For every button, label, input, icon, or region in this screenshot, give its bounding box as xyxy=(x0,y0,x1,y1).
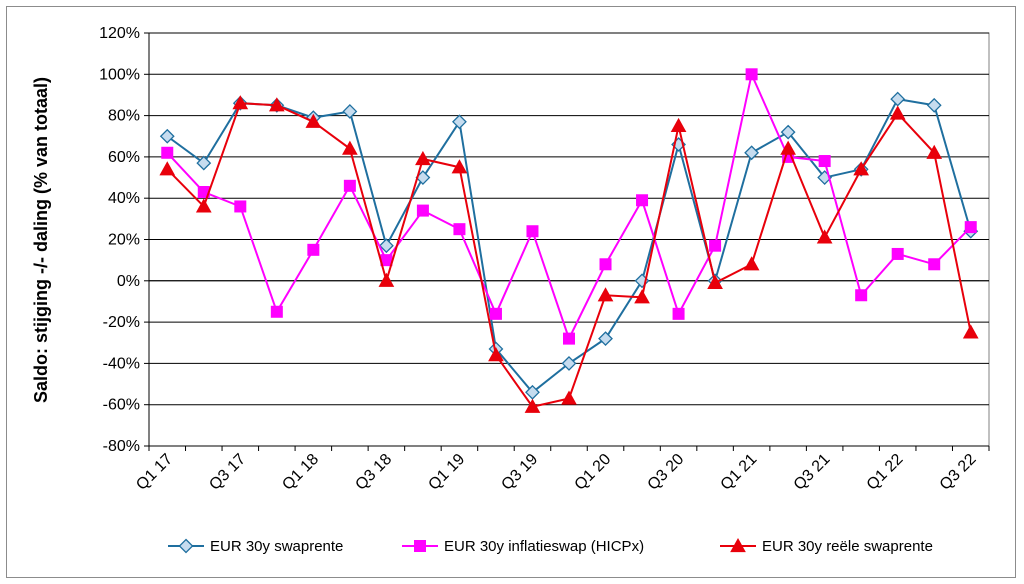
series-1 xyxy=(159,91,979,400)
data-point xyxy=(745,68,758,81)
data-point xyxy=(672,307,685,320)
data-point xyxy=(378,238,394,254)
data-point xyxy=(926,97,942,113)
data-point xyxy=(270,305,283,318)
x-tick-label: Q1 20 xyxy=(572,451,615,494)
y-tick-label: 40% xyxy=(108,190,140,207)
data-point xyxy=(926,144,943,159)
y-tick-label: 100% xyxy=(99,66,140,83)
data-point xyxy=(598,331,613,347)
data-point xyxy=(707,274,723,289)
data-point xyxy=(818,155,831,168)
y-tick-label: -80% xyxy=(103,438,140,455)
data-point xyxy=(159,161,176,176)
legend: EUR 30y swaprente EUR 30y inflatieswap (H… xyxy=(168,537,933,555)
legend-item-1: EUR 30y swaprente xyxy=(168,538,343,555)
legend-label: EUR 30y inflatieswap (HICPx) xyxy=(444,538,644,555)
data-point xyxy=(195,198,212,213)
series-line xyxy=(166,71,972,342)
data-point xyxy=(890,91,906,107)
y-tick-label: 20% xyxy=(108,232,140,249)
series-3 xyxy=(159,95,979,413)
y-tick-label: -60% xyxy=(103,397,140,414)
x-tick-label: Q1 21 xyxy=(718,451,761,494)
legend-label: EUR 30y reële swaprente xyxy=(762,538,933,555)
series-line xyxy=(166,97,972,394)
x-tick-label: Q1 17 xyxy=(133,451,176,494)
data-point xyxy=(889,105,906,120)
data-point xyxy=(268,97,285,112)
data-point xyxy=(378,272,395,287)
data-point xyxy=(416,204,429,217)
series-2 xyxy=(161,68,977,345)
data-point xyxy=(962,324,979,339)
legend-item-2: EUR 30y inflatieswap (HICPx) xyxy=(402,538,644,555)
legend-label: EUR 30y swaprente xyxy=(210,538,343,555)
data-point xyxy=(599,258,612,271)
data-point xyxy=(561,390,577,405)
y-tick-label: -20% xyxy=(103,314,140,331)
data-point xyxy=(563,332,575,345)
y-tick-label: 80% xyxy=(108,108,140,125)
data-point xyxy=(232,95,249,110)
x-tick-label: Q3 22 xyxy=(937,451,980,494)
data-point xyxy=(307,243,320,256)
data-point xyxy=(234,200,247,213)
data-point xyxy=(561,355,577,371)
legend-item-3: EUR 30y reële swaprente xyxy=(720,537,933,555)
data-point xyxy=(780,140,796,155)
data-point xyxy=(853,161,870,176)
data-point xyxy=(161,146,174,159)
data-point xyxy=(342,140,358,155)
data-point xyxy=(414,540,426,552)
data-point xyxy=(489,307,502,320)
data-point xyxy=(451,159,468,174)
data-point xyxy=(816,229,833,244)
data-point xyxy=(670,117,687,133)
y-axis-label: Saldo: stijging -/- daling (% van totaal… xyxy=(31,77,51,403)
data-point xyxy=(891,247,904,260)
series-group xyxy=(159,68,979,413)
gridlines xyxy=(148,32,990,447)
y-axis: -80% -60% -40% -20% 0% 20% 40% 60% 80% 100% 120% xyxy=(99,25,150,455)
x-tick-label: Q3 18 xyxy=(352,451,395,494)
data-point xyxy=(305,113,322,128)
data-point xyxy=(730,537,746,553)
data-point xyxy=(178,538,194,554)
data-point xyxy=(744,145,760,161)
data-point xyxy=(196,155,212,171)
x-tick-label: Q3 20 xyxy=(645,451,688,494)
data-point xyxy=(415,150,431,166)
y-tick-label: 60% xyxy=(108,149,140,166)
y-tick-label: 0% xyxy=(117,273,140,290)
data-point xyxy=(453,223,466,236)
data-point xyxy=(597,287,614,302)
x-tick-label: Q3 19 xyxy=(498,451,541,494)
data-point xyxy=(342,104,358,119)
data-point xyxy=(928,258,941,271)
data-point xyxy=(964,221,977,234)
data-point xyxy=(780,124,796,140)
x-tick-label: Q3 21 xyxy=(791,451,834,494)
data-point xyxy=(709,239,722,252)
data-point xyxy=(452,114,467,130)
x-tick-label: Q1 22 xyxy=(864,451,907,494)
data-point xyxy=(524,398,541,413)
data-point xyxy=(343,179,356,192)
data-point xyxy=(634,289,650,304)
x-tick-label: Q1 19 xyxy=(425,451,468,494)
data-point xyxy=(636,194,649,207)
data-point xyxy=(159,128,175,144)
data-point xyxy=(743,256,760,271)
data-point xyxy=(855,289,868,302)
x-tick-label: Q3 17 xyxy=(206,451,249,494)
x-tick-label: Q1 18 xyxy=(279,451,322,494)
data-point xyxy=(526,225,539,238)
y-tick-label: -40% xyxy=(103,355,140,372)
data-point xyxy=(488,347,504,362)
y-tick-label: 120% xyxy=(99,25,140,42)
chart-frame xyxy=(6,6,1016,578)
